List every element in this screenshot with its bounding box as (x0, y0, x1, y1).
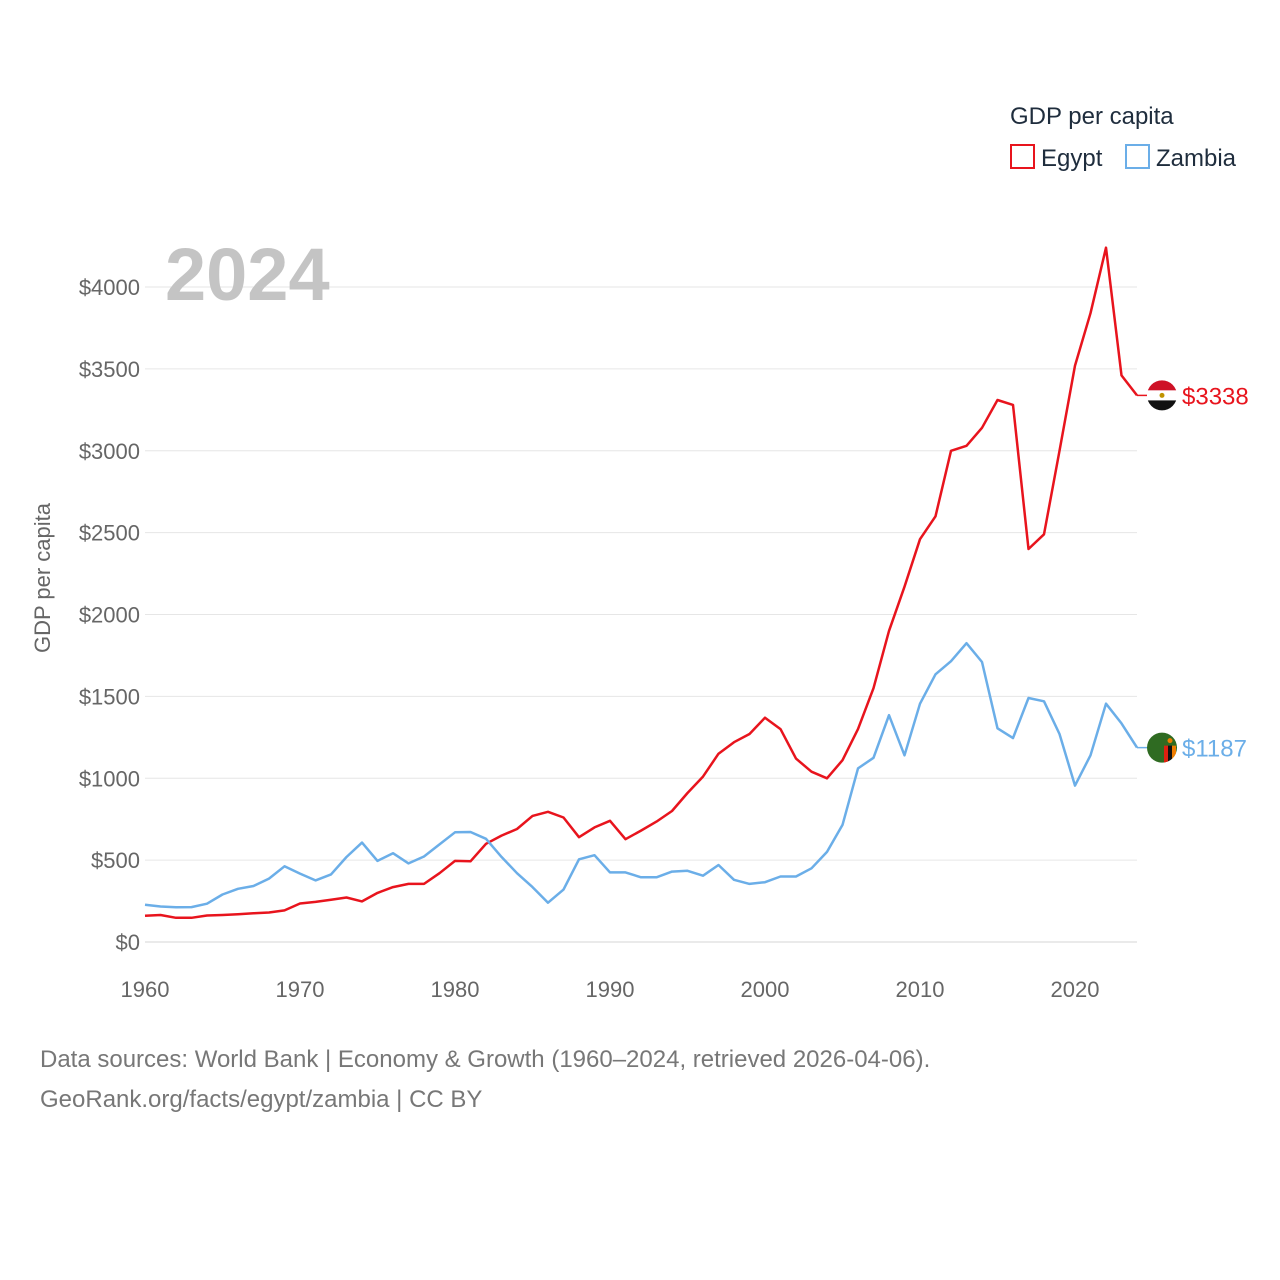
x-tick-label: 2020 (1051, 977, 1100, 1002)
series-line-zambia (144, 641, 1139, 909)
x-axis-ticks: 1960 1970 1980 1990 2000 2010 2020 (121, 977, 1100, 1002)
x-tick-label: 1980 (431, 977, 480, 1002)
legend-item-egypt[interactable]: Egypt (1010, 144, 1103, 172)
series-line-egypt (144, 246, 1138, 920)
series-lines (144, 246, 1139, 920)
end-label-zambia: $1187 (1182, 736, 1247, 763)
data-source-footer: Data sources: World Bank | Economy & Gro… (40, 1040, 1240, 1120)
y-tick-label: $3000 (79, 439, 140, 464)
grid-lines (145, 286, 1137, 943)
zambia-flag-icon (1147, 732, 1177, 763)
y-tick-label: $4000 (79, 275, 140, 300)
legend-item-zambia[interactable]: Zambia (1125, 144, 1237, 172)
legend-swatch-zambia (1125, 144, 1150, 169)
x-tick-label: 1960 (121, 977, 170, 1002)
legend-label-egypt: Egypt (1041, 145, 1103, 172)
y-tick-label: $1000 (79, 766, 140, 791)
legend-title: GDP per capita (1010, 103, 1174, 130)
y-tick-label: $500 (91, 848, 140, 873)
legend-label-zambia: Zambia (1156, 145, 1237, 172)
x-tick-label: 2010 (896, 977, 945, 1002)
y-tick-label: $2000 (79, 603, 140, 628)
legend-swatch-egypt (1010, 144, 1035, 169)
end-label-egypt: $3338 (1182, 383, 1249, 410)
x-tick-label: 1990 (586, 977, 635, 1002)
y-tick-label: $0 (116, 930, 140, 955)
y-tick-label: $2500 (79, 521, 140, 546)
y-axis-ticks: $0 $500 $1000 $1500 $2000 $2500 $3000 $3500 $400… (79, 275, 140, 955)
x-tick-label: 2000 (741, 977, 790, 1002)
y-tick-label: $3500 (79, 357, 140, 382)
year-watermark: 2024 (165, 233, 330, 316)
y-tick-label: $1500 (79, 684, 140, 709)
y-axis-label: GDP per capita (30, 502, 55, 653)
x-tick-label: 1970 (276, 977, 325, 1002)
legend[interactable]: GDP per capita Egypt Zambia (1010, 103, 1237, 172)
egypt-flag-icon (1147, 380, 1177, 411)
end-markers: $3338 $1187 (1137, 380, 1249, 763)
source-line: Data sources: World Bank | Economy & Gro… (40, 1046, 931, 1073)
attribution-line[interactable]: GeoRank.org/facts/egypt/zambia | CC BY (40, 1086, 483, 1113)
